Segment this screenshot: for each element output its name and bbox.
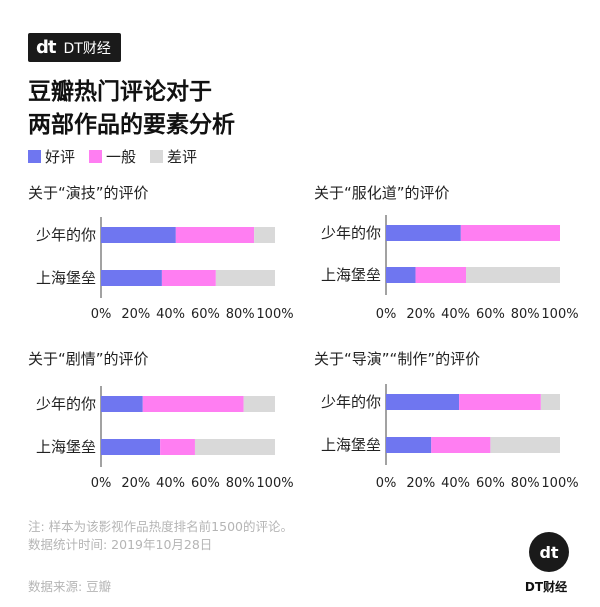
x-tick-label: 100% [541, 476, 578, 491]
dt-logo-icon: dt [529, 532, 569, 572]
category-label: 少年的你 [36, 395, 96, 413]
chart-title: 关于“演技”的评价 [28, 184, 149, 202]
x-tick-label: 0% [91, 307, 112, 322]
bar-segment [142, 396, 244, 412]
brand-logo-bottom: dt DT财经 [525, 532, 572, 595]
bar-segment [194, 439, 275, 455]
bar-segment [101, 439, 161, 455]
x-tick-label: 20% [121, 476, 150, 491]
x-tick-label: 80% [511, 476, 540, 491]
bar-segment [160, 439, 195, 455]
bar-segment [386, 267, 416, 283]
bar-segment [386, 394, 460, 410]
chart-title: 关于“服化道”的评价 [314, 184, 450, 202]
category-label: 上海堡垒 [321, 266, 381, 284]
category-label: 少年的你 [36, 226, 96, 244]
bar-segment [386, 437, 432, 453]
brand-name: DT财经 [63, 40, 111, 57]
x-tick-label: 60% [476, 307, 505, 322]
legend-label-neutral: 一般 [106, 148, 137, 166]
x-tick-label: 100% [256, 476, 293, 491]
legend-label-bad: 差评 [167, 148, 198, 166]
brand-badge: dt DT财经 [28, 33, 121, 62]
legend-swatch-good [28, 150, 41, 163]
x-tick-label: 20% [121, 307, 150, 322]
bar-segment [101, 396, 143, 412]
x-tick-label: 80% [226, 307, 255, 322]
bar-segment [101, 270, 162, 286]
legend-swatch-neutral [89, 150, 103, 163]
legend: 好评 一般 差评 [28, 146, 197, 167]
x-tick-label: 100% [541, 307, 578, 322]
title-line-1: 豆瓣热门评论对于 [28, 79, 212, 105]
chart-title: 关于“导演”“制作”的评价 [314, 350, 480, 368]
x-tick-label: 40% [441, 476, 470, 491]
bar-segment [243, 396, 275, 412]
x-tick-label: 0% [376, 476, 397, 491]
notes: 注: 样本为该影视作品热度排名前1500的评论。 数据统计时间: 2019年10… [28, 518, 293, 554]
title-line-2: 两部作品的要素分析 [28, 112, 235, 138]
note-date: 数据统计时间: 2019年10月28日 [28, 537, 213, 552]
legend-item-good: 好评 [28, 146, 75, 167]
x-tick-label: 80% [511, 307, 540, 322]
x-tick-label: 40% [156, 307, 185, 322]
x-tick-label: 20% [406, 307, 435, 322]
page-title: 豆瓣热门评论对于 两部作品的要素分析 [28, 76, 235, 142]
category-label: 少年的你 [321, 393, 381, 411]
category-label: 上海堡垒 [36, 269, 96, 287]
bar-segment [175, 227, 255, 243]
category-label: 上海堡垒 [321, 436, 381, 454]
bar-segment [460, 225, 560, 241]
note-sample: 注: 样本为该影视作品热度排名前1500的评论。 [28, 519, 293, 534]
bar-segment [101, 227, 176, 243]
legend-item-bad: 差评 [150, 146, 197, 167]
x-tick-label: 0% [91, 476, 112, 491]
x-tick-label: 20% [406, 476, 435, 491]
x-tick-label: 100% [256, 307, 293, 322]
chart-title: 关于“剧情”的评价 [28, 350, 149, 368]
legend-swatch-bad [150, 150, 164, 163]
x-tick-label: 40% [441, 307, 470, 322]
brand-name-bottom: DT财经 [524, 580, 568, 594]
legend-label-good: 好评 [45, 148, 76, 166]
x-tick-label: 60% [191, 476, 220, 491]
bar-segment [254, 227, 275, 243]
bar-segment [459, 394, 541, 410]
bar-segment [540, 394, 560, 410]
bar-segment [490, 437, 560, 453]
data-source: 数据来源: 豆瓣 [28, 579, 112, 594]
bar-segment [466, 267, 560, 283]
dt-logo-icon: dt [36, 37, 56, 58]
category-label: 少年的你 [321, 224, 381, 242]
x-tick-label: 80% [226, 476, 255, 491]
bar-segment [431, 437, 491, 453]
bar-segment [215, 270, 275, 286]
x-tick-label: 40% [156, 476, 185, 491]
bar-segment [386, 225, 461, 241]
category-label: 上海堡垒 [36, 438, 96, 456]
x-tick-label: 60% [191, 307, 220, 322]
legend-item-neutral: 一般 [89, 146, 136, 167]
x-tick-label: 0% [376, 307, 397, 322]
bar-segment [415, 267, 467, 283]
bar-segment [161, 270, 216, 286]
x-tick-label: 60% [476, 476, 505, 491]
